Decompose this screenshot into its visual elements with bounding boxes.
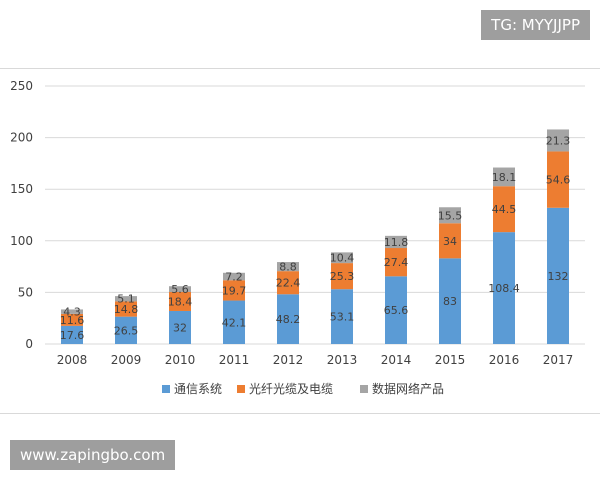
- data-label: 26.5: [114, 324, 139, 337]
- y-tick-label: 0: [25, 337, 33, 351]
- x-tick-label: 2017: [543, 353, 574, 367]
- watermark-bottom: www.zapingbo.com: [10, 440, 176, 470]
- data-label: 22.4: [276, 277, 301, 290]
- x-tick-label: 2011: [219, 353, 250, 367]
- x-tick-label: 2013: [327, 353, 358, 367]
- data-label: 18.4: [168, 295, 193, 308]
- bar-segment: [277, 294, 299, 344]
- bar-segment: [223, 300, 245, 344]
- bar-segment: [61, 313, 83, 326]
- data-label: 15.5: [438, 209, 463, 222]
- data-label: 44.5: [492, 203, 517, 216]
- bar-segment: [331, 263, 353, 290]
- data-label: 48.2: [276, 313, 301, 326]
- bar-segment: [169, 310, 191, 344]
- legend-swatch: [360, 385, 368, 393]
- bar-segment: [61, 309, 83, 314]
- stacked-bar-chart: 05010015020025017.611.64.3200826.514.85.…: [10, 79, 585, 396]
- data-label: 108.4: [488, 282, 520, 295]
- bar-segment: [331, 289, 353, 344]
- data-label: 27.4: [384, 256, 409, 269]
- bar-segment: [223, 280, 245, 301]
- bar-segment: [547, 151, 569, 208]
- legend-swatch: [237, 385, 245, 393]
- data-label: 54.6: [546, 174, 571, 187]
- data-label: 11.6: [60, 314, 85, 327]
- watermark-top: TG: MYYJJPP: [481, 10, 590, 40]
- data-label: 25.3: [330, 270, 355, 283]
- bar-segment: [439, 223, 461, 259]
- data-label: 8.8: [279, 261, 297, 274]
- legend-label: 数据网络产品: [372, 381, 444, 396]
- bar-segment: [493, 232, 515, 344]
- bar-segment: [61, 325, 83, 344]
- data-label: 17.6: [60, 329, 85, 342]
- data-label: 21.3: [546, 134, 571, 147]
- bar-segment: [439, 258, 461, 344]
- bar-segment: [385, 276, 407, 344]
- data-label: 11.8: [384, 236, 409, 249]
- bar-segment: [115, 301, 137, 317]
- y-tick-label: 100: [10, 234, 33, 248]
- y-tick-label: 150: [10, 182, 33, 196]
- y-tick-label: 50: [18, 285, 33, 299]
- x-tick-label: 2008: [57, 353, 88, 367]
- data-label: 7.2: [225, 271, 243, 284]
- bar-segment: [547, 129, 569, 152]
- legend-label: 通信系统: [174, 382, 222, 396]
- data-label: 53.1: [330, 311, 355, 324]
- data-label: 18.1: [492, 171, 517, 184]
- data-label: 14.8: [114, 303, 139, 316]
- bar-segment: [547, 207, 569, 344]
- y-tick-label: 200: [10, 131, 33, 145]
- x-tick-label: 2015: [435, 353, 466, 367]
- bar-segment: [277, 262, 299, 272]
- bar-segment: [169, 286, 191, 292]
- bar-segment: [331, 252, 353, 264]
- data-label: 132: [548, 270, 569, 283]
- x-tick-label: 2016: [489, 353, 520, 367]
- bar-segment: [439, 207, 461, 224]
- x-tick-label: 2014: [381, 353, 412, 367]
- data-label: 34: [443, 235, 457, 248]
- data-label: 42.1: [222, 316, 247, 329]
- bar-segment: [493, 186, 515, 233]
- data-label: 83: [443, 295, 457, 308]
- data-label: 5.1: [117, 293, 135, 306]
- bar-segment: [385, 235, 407, 249]
- x-tick-label: 2012: [273, 353, 304, 367]
- data-label: 19.7: [222, 284, 247, 297]
- legend-swatch: [162, 385, 170, 393]
- data-label: 4.3: [63, 306, 81, 319]
- bar-segment: [115, 296, 137, 302]
- bar-segment: [493, 167, 515, 187]
- bar-segment: [115, 316, 137, 344]
- x-tick-label: 2009: [111, 353, 142, 367]
- bar-segment: [385, 248, 407, 277]
- bar-segment: [277, 271, 299, 295]
- data-label: 10.4: [330, 252, 355, 265]
- bar-segment: [169, 291, 191, 311]
- y-tick-label: 250: [10, 79, 33, 93]
- data-label: 65.6: [384, 304, 409, 317]
- data-label: 32: [173, 321, 187, 334]
- legend-label: 光纤光缆及电缆: [249, 382, 333, 396]
- x-tick-label: 2010: [165, 353, 196, 367]
- data-label: 5.6: [171, 283, 189, 296]
- bar-segment: [223, 272, 245, 281]
- chart-frame: 0 50 100 150 200 250 17.6 11.6 4.3 2008 26.5 14.8 5.…: [0, 68, 600, 414]
